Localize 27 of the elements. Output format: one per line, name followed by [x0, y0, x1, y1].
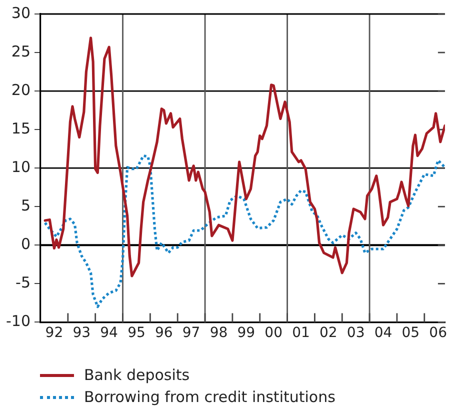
legend-label: Bank deposits — [84, 366, 190, 384]
y-tick-label: 10 — [11, 158, 30, 176]
x-tick-label: 06 — [429, 325, 448, 342]
y-tick-label: -5 — [16, 274, 30, 292]
legend-label: Borrowing from credit institutions — [84, 388, 336, 406]
x-tick-label: 02 — [320, 325, 338, 342]
x-tick-label: 05 — [402, 325, 420, 342]
x-tick-label: 99 — [237, 325, 256, 342]
x-tick-label: 03 — [346, 325, 365, 342]
y-tick-label: 5 — [20, 196, 30, 215]
x-tick-label: 93 — [72, 325, 91, 342]
y-tick-label: 25 — [11, 42, 30, 60]
x-tick-label: 97 — [182, 325, 200, 342]
line-series — [44, 154, 445, 308]
x-tick-label: 00 — [264, 325, 282, 342]
x-tick-label: 96 — [154, 325, 173, 342]
y-tick-label: 30 — [11, 4, 30, 22]
x-tick-label: 98 — [210, 325, 228, 342]
y-tick-label: 20 — [11, 80, 30, 99]
x-tick-label: 01 — [292, 325, 310, 342]
x-tick-label: 92 — [45, 325, 64, 342]
y-tick-label: -10 — [6, 312, 30, 330]
x-tick-label: 04 — [374, 325, 392, 342]
x-tick-label: 94 — [100, 325, 118, 342]
y-tick-label: 15 — [11, 119, 30, 138]
y-tick-label: 0 — [20, 235, 30, 254]
x-tick-label: 95 — [128, 325, 146, 342]
